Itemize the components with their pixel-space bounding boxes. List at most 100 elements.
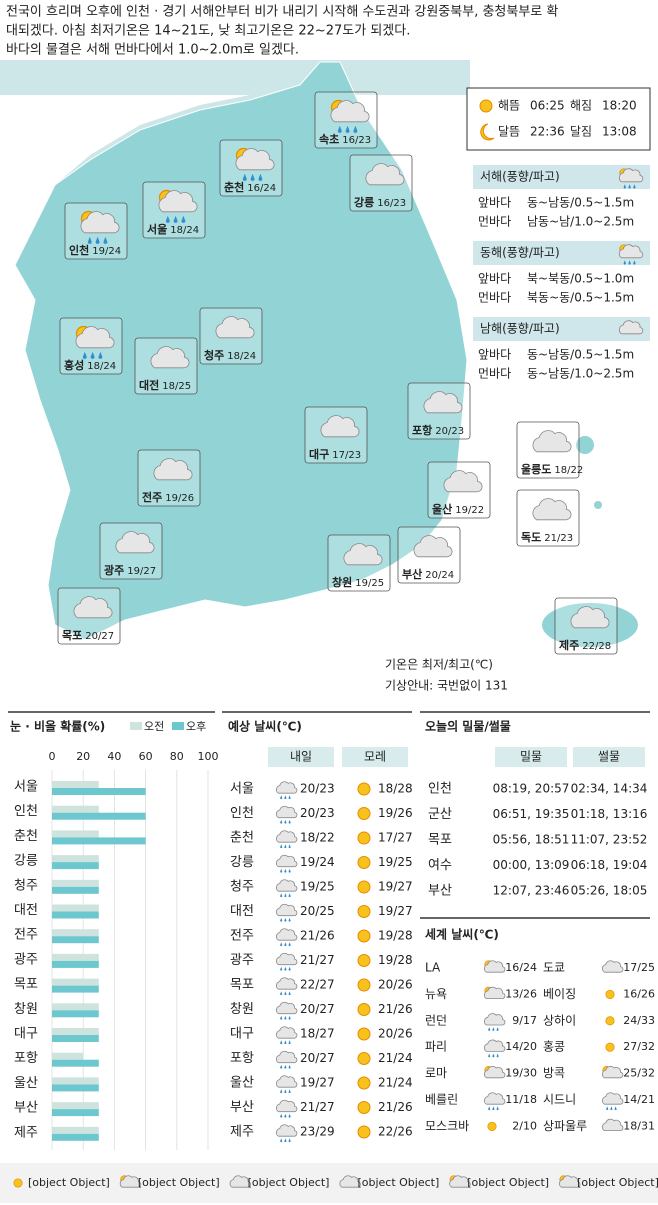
- moon-shape: [480, 123, 495, 141]
- rain-drop: [280, 893, 283, 898]
- bar: [52, 805, 99, 813]
- category-label: 창원: [14, 1002, 38, 1017]
- rain-drop: [280, 1064, 283, 1069]
- rain-drop: [633, 260, 636, 265]
- temp: 19/25: [378, 855, 413, 869]
- rain-drop: [610, 1106, 613, 1111]
- legend-item: [object Object]: [138, 1176, 220, 1189]
- rain-drop: [633, 184, 636, 189]
- moon-time: 22:36: [530, 125, 565, 139]
- world-city: 로마: [425, 1066, 447, 1080]
- map-note: 기온은 최저/최고(℃): [385, 658, 493, 672]
- cloud-shape: [423, 391, 463, 414]
- cloud-shape: [215, 316, 255, 339]
- city-name: 인천: [230, 806, 254, 821]
- sun-shape: [605, 1042, 615, 1052]
- rain-drop: [280, 1040, 283, 1045]
- bar: [52, 781, 99, 788]
- rain-drop: [623, 184, 626, 189]
- world-city: 뉴욕: [425, 987, 447, 1001]
- sun-shape: [357, 807, 371, 820]
- city-name: 강릉: [230, 855, 254, 870]
- temp: 17/27: [378, 831, 413, 845]
- rain-drop: [492, 1053, 495, 1058]
- rain-drop: [623, 260, 626, 265]
- rain-drop: [82, 351, 87, 359]
- category-label: 울산: [14, 1076, 38, 1091]
- sun-label: 해짐: [570, 99, 592, 113]
- city-label: 울릉도 18/22: [521, 463, 583, 476]
- temp: 21/26: [378, 1100, 413, 1114]
- city-temp: 22/28: [582, 641, 611, 652]
- chart-title: 눈 · 비올 확률(%): [10, 719, 105, 734]
- sun-moon-box: [466, 87, 651, 151]
- city-name: 춘천: [224, 180, 244, 194]
- world-temp: 13/26: [505, 987, 537, 1000]
- category-label: 서울: [14, 780, 38, 795]
- rain-drop: [488, 1027, 491, 1031]
- sun-shape: [357, 954, 371, 967]
- rain-drop: [284, 1015, 287, 1020]
- city-label: 대전 18/25: [139, 378, 191, 392]
- header-line: 바다의 물결은 서해 먼바다에서 1.0~2.0m로 일겠다.: [6, 43, 299, 58]
- cloud-shape: [602, 1066, 624, 1079]
- cloud-shape: [153, 458, 193, 481]
- world-temp: 24/33: [623, 1014, 655, 1027]
- moon-time: 13:08: [602, 125, 637, 139]
- col-header: [342, 747, 408, 767]
- cloud-shape: [602, 1092, 624, 1105]
- sea-row-label: 먼바다: [478, 367, 511, 381]
- rain-drop: [496, 1027, 499, 1031]
- sun-shape: [357, 929, 371, 943]
- bar: [52, 1084, 99, 1092]
- sea-row-label: 먼바다: [478, 215, 511, 229]
- tide-time: 05:26, 18:05: [571, 884, 648, 898]
- x-tick-label: 80: [170, 750, 184, 763]
- temp: 20/26: [378, 1027, 413, 1041]
- cloud-shape: [276, 1026, 298, 1039]
- bar: [52, 1059, 99, 1067]
- city-name: 울산: [230, 1076, 254, 1091]
- cloud-shape: [532, 430, 572, 453]
- bar: [52, 886, 99, 894]
- temp: 21/26: [300, 929, 335, 943]
- city-label: 목포 20/27: [62, 629, 114, 642]
- cloud-shape: [276, 1001, 298, 1015]
- moon-label: 달뜸: [498, 125, 520, 139]
- category-label: 목포: [14, 977, 38, 992]
- bar: [52, 1077, 99, 1085]
- rain-drop: [87, 236, 92, 244]
- sun-shape: [357, 1003, 371, 1016]
- city-label: 대구 17/23: [309, 447, 361, 461]
- port-name: 여수: [428, 858, 452, 873]
- category-label: 제주: [14, 1125, 38, 1140]
- cloud-shape: [559, 1175, 581, 1188]
- world-city: 시드니: [543, 1093, 576, 1107]
- col-header-label: 밀물: [520, 750, 542, 764]
- bar: [52, 788, 146, 795]
- rain-drop: [284, 868, 287, 873]
- world-title: 세계 날씨(℃): [425, 927, 499, 942]
- world-city: 상하이: [543, 1013, 576, 1027]
- cloud-shape: [276, 830, 298, 843]
- city-temp: 20/24: [425, 570, 454, 581]
- temp: 20/27: [300, 1051, 335, 1065]
- temp: 21/26: [378, 1002, 413, 1016]
- rain-drop: [280, 1015, 283, 1020]
- sea-title: 서해(풍향/파고): [480, 170, 560, 184]
- bar: [52, 837, 146, 845]
- world-temp: 19/30: [505, 1067, 537, 1080]
- tide-time: 08:19, 20:57: [493, 782, 570, 796]
- sun-shape: [357, 1076, 371, 1090]
- sea-title: 남해(풍향/파고): [480, 322, 560, 336]
- cloud-shape: [330, 100, 370, 123]
- rain-drop: [284, 819, 287, 824]
- ulleung-island: [576, 436, 594, 454]
- tide-time: 12:07, 23:46: [493, 884, 570, 898]
- cloud-shape: [365, 163, 405, 186]
- rain-drop: [492, 1106, 495, 1111]
- cloud-shape: [276, 854, 298, 868]
- temp: 19/28: [378, 953, 413, 967]
- rain-drop: [284, 1113, 287, 1118]
- city-temp: 18/24: [227, 351, 256, 362]
